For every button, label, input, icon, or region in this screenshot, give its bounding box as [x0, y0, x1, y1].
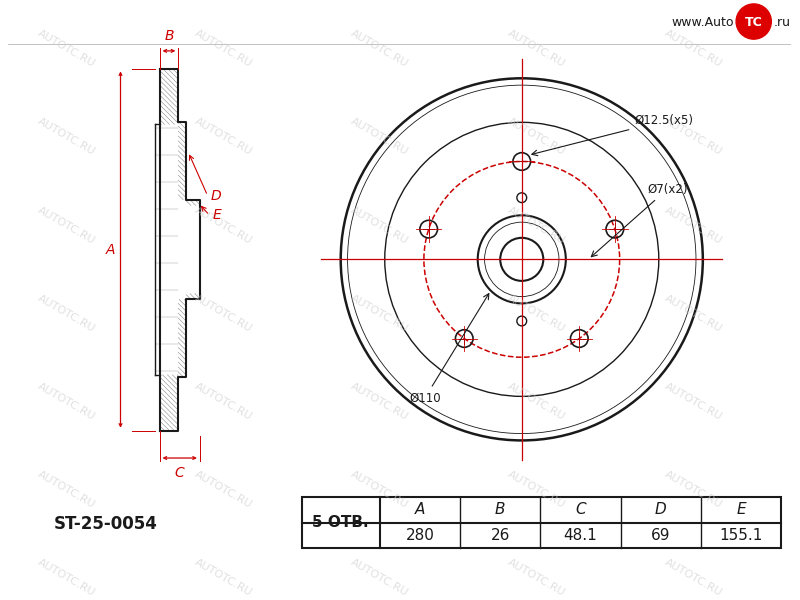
- Text: 48.1: 48.1: [564, 528, 598, 543]
- Text: Ø7(x2): Ø7(x2): [591, 183, 687, 257]
- Text: AUTOTC.RU: AUTOTC.RU: [350, 381, 410, 422]
- Text: B: B: [164, 29, 174, 43]
- Bar: [302, 497, 781, 548]
- Text: AUTOTC.RU: AUTOTC.RU: [662, 293, 723, 334]
- Text: A: A: [106, 242, 116, 257]
- Text: AUTOTC.RU: AUTOTC.RU: [662, 469, 723, 510]
- Text: AUTOTC.RU: AUTOTC.RU: [506, 28, 567, 70]
- Text: AUTOTC.RU: AUTOTC.RU: [36, 381, 97, 422]
- Text: AUTOTC.RU: AUTOTC.RU: [193, 381, 254, 422]
- Text: AUTOTC.RU: AUTOTC.RU: [36, 28, 97, 70]
- Text: E: E: [213, 208, 222, 223]
- Text: AUTOTC.RU: AUTOTC.RU: [350, 116, 410, 158]
- Text: AUTOTC.RU: AUTOTC.RU: [350, 28, 410, 70]
- Text: AUTOTC.RU: AUTOTC.RU: [350, 469, 410, 510]
- Text: .ru: .ru: [774, 16, 790, 29]
- Text: A: A: [414, 502, 425, 517]
- Text: AUTOTC.RU: AUTOTC.RU: [350, 557, 410, 598]
- Text: AUTOTC.RU: AUTOTC.RU: [36, 293, 97, 334]
- Text: B: B: [495, 502, 506, 517]
- Text: AUTOTC.RU: AUTOTC.RU: [193, 116, 254, 158]
- Text: AUTOTC.RU: AUTOTC.RU: [193, 293, 254, 334]
- Text: AUTOTC.RU: AUTOTC.RU: [506, 381, 567, 422]
- Text: AUTOTC.RU: AUTOTC.RU: [662, 28, 723, 70]
- Text: C: C: [575, 502, 586, 517]
- Text: AUTOTC.RU: AUTOTC.RU: [506, 293, 567, 334]
- Text: AUTOTC.RU: AUTOTC.RU: [36, 116, 97, 158]
- Text: D: D: [210, 189, 221, 203]
- Text: AUTOTC.RU: AUTOTC.RU: [193, 557, 254, 598]
- Text: AUTOTC.RU: AUTOTC.RU: [506, 557, 567, 598]
- Text: www.Auto: www.Auto: [672, 16, 734, 29]
- Text: TC: TC: [745, 16, 762, 29]
- Text: Ø110: Ø110: [410, 293, 489, 404]
- Text: AUTOTC.RU: AUTOTC.RU: [350, 293, 410, 334]
- Text: AUTOTC.RU: AUTOTC.RU: [662, 116, 723, 158]
- Circle shape: [736, 4, 771, 39]
- Text: 26: 26: [490, 528, 510, 543]
- Text: AUTOTC.RU: AUTOTC.RU: [36, 205, 97, 245]
- Text: AUTOTC.RU: AUTOTC.RU: [193, 469, 254, 510]
- Text: ST-25-0054: ST-25-0054: [54, 515, 158, 533]
- Text: 69: 69: [651, 528, 670, 543]
- Text: AUTOTC.RU: AUTOTC.RU: [36, 469, 97, 510]
- Text: AUTOTC.RU: AUTOTC.RU: [662, 381, 723, 422]
- Text: AUTOTC.RU: AUTOTC.RU: [193, 28, 254, 70]
- Text: AUTOTC.RU: AUTOTC.RU: [193, 205, 254, 245]
- Text: 5 ОТВ.: 5 ОТВ.: [312, 515, 369, 530]
- Text: AUTOTC.RU: AUTOTC.RU: [506, 116, 567, 158]
- Text: 280: 280: [406, 528, 434, 543]
- Text: AUTOTC.RU: AUTOTC.RU: [506, 469, 567, 510]
- Text: AUTOTC.RU: AUTOTC.RU: [506, 205, 567, 245]
- Text: C: C: [175, 466, 185, 480]
- Text: E: E: [736, 502, 746, 517]
- Text: AUTOTC.RU: AUTOTC.RU: [662, 557, 723, 598]
- Text: AUTOTC.RU: AUTOTC.RU: [662, 205, 723, 245]
- Text: Ø12.5(x5): Ø12.5(x5): [532, 114, 694, 155]
- Text: AUTOTC.RU: AUTOTC.RU: [350, 205, 410, 245]
- Text: 155.1: 155.1: [719, 528, 762, 543]
- Text: D: D: [655, 502, 666, 517]
- Text: AUTOTC.RU: AUTOTC.RU: [36, 557, 97, 598]
